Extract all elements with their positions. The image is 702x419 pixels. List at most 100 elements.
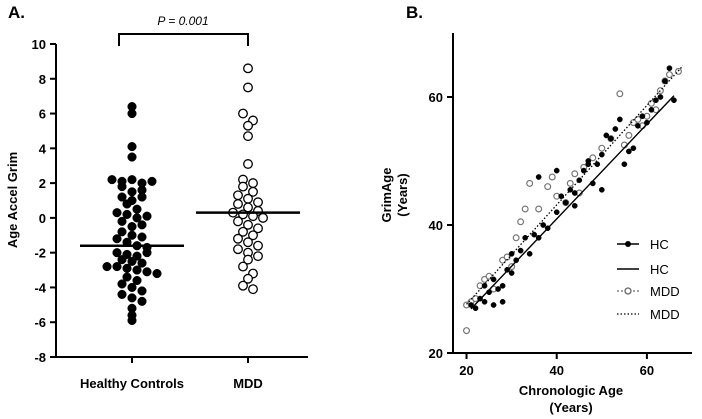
hc-data-point [112, 262, 122, 272]
hc-scatter-point [585, 161, 592, 168]
mdd-scatter-point [526, 179, 534, 187]
hc-scatter-point [495, 286, 501, 292]
panel-b-y-label-line2: (Years) [395, 173, 410, 216]
hc-scatter-point [468, 302, 474, 308]
panel-a-y-label: Age Accel Grim [5, 152, 20, 248]
mdd-data-point [248, 178, 258, 189]
hc-scatter-point [580, 167, 587, 174]
hc-scatter-point [490, 276, 497, 283]
mdd-data-point [243, 63, 253, 74]
hc-scatter-point [571, 190, 578, 196]
hc-scatter-point [522, 234, 529, 241]
hc-data-point [127, 230, 137, 240]
hc-data-point [122, 209, 132, 219]
mdd-data-point [243, 219, 253, 230]
mdd-data-point [233, 244, 243, 255]
hc-data-point [117, 255, 127, 265]
mdd-scatter-point [589, 154, 597, 162]
mdd-scatter-point [521, 205, 529, 213]
mdd-data-point [258, 212, 268, 223]
hc-data-point [127, 175, 137, 185]
mdd-scatter-point [481, 275, 489, 283]
mdd-data-point [248, 186, 258, 197]
panel-b-ticks: 20 40 60 20 40 60 [429, 90, 655, 378]
mdd-scatter-point [625, 131, 633, 139]
hc-scatter-point [671, 97, 677, 104]
legend-mdd-fit-label: MDD [650, 307, 680, 322]
hc-scatter-point [553, 209, 560, 216]
hc-scatter-point [481, 298, 488, 305]
mdd-data-point [238, 280, 248, 291]
panel-a-y-tick-label: -6 [34, 315, 46, 330]
hc-data-point [147, 176, 157, 186]
hc-data-point [132, 265, 142, 275]
panel-a-y-tick-label: -8 [34, 350, 46, 365]
mdd-scatter-point [571, 170, 579, 178]
mdd-scatter-point [566, 179, 574, 187]
mdd-data-point [243, 159, 253, 169]
mdd-data-point [233, 233, 243, 244]
mdd-scatter-point [512, 234, 520, 242]
hc-data-point [127, 256, 137, 266]
hc-scatter-point [490, 302, 497, 308]
hc-scatter-point [662, 78, 668, 84]
hc-scatter-point [540, 222, 547, 228]
panel-b-label: B. [406, 3, 423, 22]
hc-scatter-point [626, 148, 632, 155]
hc-data-point [127, 187, 137, 197]
hc-data-point [142, 267, 152, 277]
hc-data-point [137, 220, 147, 230]
mdd-fit-line [466, 65, 684, 305]
hc-scatter-point [531, 231, 538, 238]
hc-scatter-point [639, 113, 646, 120]
panel-b-legend: HC HC MDD MDD [617, 237, 680, 322]
panel-b-x-label-line1: Chronologic Age [519, 383, 623, 398]
p-value-annotation: P = 0.001 [157, 14, 208, 28]
panel-a-medians [80, 211, 300, 247]
panel-a-y-tick-label: 4 [39, 141, 47, 156]
legend-hc-points-label: HC [650, 237, 669, 252]
panel-a-y-tick-label: 10 [32, 37, 46, 52]
hc-scatter-point [526, 250, 533, 257]
legend-mdd-points-marker [624, 287, 632, 295]
mdd-data-point [243, 237, 253, 248]
hc-data-point [127, 142, 137, 152]
panel-b-scatter: 20 40 60 20 40 60 GrimAge (Years) Chronologic… [379, 33, 692, 415]
hc-scatter-point [657, 94, 664, 100]
mdd-data-point [233, 199, 243, 209]
mdd-scatter-point [598, 144, 606, 152]
panel-a-y-tick-label: 8 [39, 72, 46, 87]
hc-data-point [137, 286, 147, 296]
hc-data-point [142, 211, 152, 221]
hc-scatter-point [472, 305, 479, 312]
hc-scatter-point [499, 282, 506, 289]
mdd-data-point [253, 223, 263, 234]
hc-scatter-point [594, 161, 601, 168]
hc-data-point [152, 268, 162, 279]
hc-data-point [137, 232, 147, 242]
hc-data-point [117, 192, 127, 202]
legend-hc-fit-label: HC [650, 262, 669, 277]
panel-b-x-tick-label: 60 [640, 363, 654, 378]
mdd-data-point [253, 240, 263, 251]
mdd-data-point [238, 181, 248, 192]
hc-scatter-point [535, 174, 542, 180]
hc-data-point [117, 182, 127, 192]
mdd-data-point [238, 226, 248, 237]
hc-scatter-point [607, 135, 614, 142]
hc-scatter-point [562, 199, 569, 206]
panel-b-y-tick-label: 40 [429, 218, 443, 233]
mdd-scatter-point [544, 183, 552, 191]
hc-data-point [132, 213, 142, 223]
hc-data-point [112, 248, 122, 258]
hc-data-point [137, 296, 147, 306]
hc-data-point [117, 216, 127, 226]
category-healthy-controls: Healthy Controls [80, 376, 184, 391]
hc-data-point [127, 222, 137, 232]
hc-scatter-point [517, 247, 524, 254]
mdd-scatter-point [535, 205, 543, 213]
mdd-data-point [233, 216, 243, 227]
hc-scatter-point [653, 97, 659, 104]
hc-data-point [107, 175, 117, 185]
